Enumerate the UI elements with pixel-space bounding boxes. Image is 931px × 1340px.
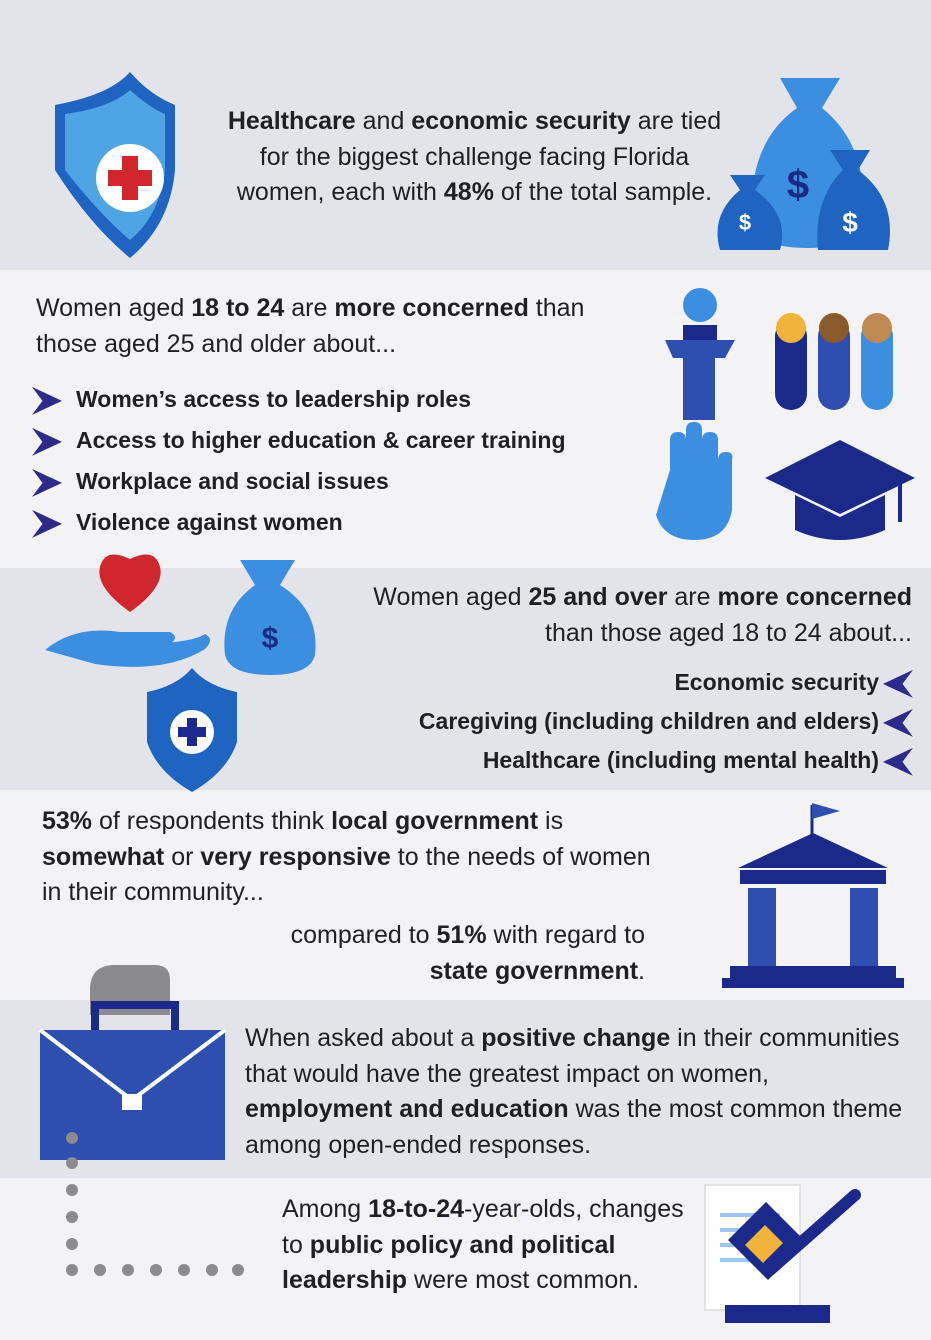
handle — [95, 1005, 175, 1030]
bold-text: 48% — [444, 178, 494, 206]
text: with regard to — [487, 921, 645, 949]
item-text: Caregiving (including children and elder… — [419, 708, 879, 734]
steps — [722, 978, 904, 988]
item-text: Workplace and social issues — [76, 468, 389, 494]
statement: Women aged 18 to 24 are more concerned t… — [36, 291, 616, 362]
text: or — [164, 843, 200, 871]
text: Women aged — [373, 583, 528, 611]
statement: When asked about a positive change in th… — [245, 1021, 915, 1163]
arrow-icon — [883, 670, 913, 698]
bold-text: employment and education — [245, 1095, 569, 1123]
text: of the total sample. — [494, 178, 712, 206]
text: and — [356, 107, 412, 135]
arrow-icon — [32, 387, 62, 415]
money-bag — [224, 560, 315, 675]
list-item: Economic security — [674, 667, 913, 698]
statement: 53% of respondents think local governmen… — [42, 804, 652, 911]
speaker — [683, 325, 717, 340]
infographic: {"sections": [ {"text": [{"text": "Healt… — [0, 0, 931, 1340]
arrow-icon — [883, 748, 913, 776]
podium — [665, 340, 735, 420]
dollar: $ — [262, 622, 279, 655]
bold-text: very responsive — [200, 843, 390, 871]
statement: Healthcare and economic security are tie… — [222, 104, 727, 211]
item-text: Healthcare (including mental health) — [483, 747, 879, 773]
list-item: Violence against women — [32, 507, 343, 538]
text: Women aged — [36, 294, 191, 322]
text: were most common. — [407, 1266, 639, 1294]
clasp — [122, 1094, 142, 1110]
arrow-icon — [32, 510, 62, 538]
dollar: $ — [739, 210, 751, 235]
item-text: Access to higher education & career trai… — [76, 427, 566, 453]
heart — [99, 555, 160, 613]
steps — [730, 966, 896, 978]
text: of respondents think — [92, 807, 331, 835]
arrow-icon — [883, 709, 913, 737]
arrow-icon — [32, 469, 62, 497]
face — [862, 313, 892, 343]
bold-text: economic security — [411, 107, 631, 135]
item-text: Violence against women — [76, 509, 343, 535]
list-item: Caregiving (including children and elder… — [419, 706, 913, 737]
statement: compared to 51% with regard to state gov… — [260, 918, 645, 989]
text: . — [638, 957, 645, 985]
list-item: Healthcare (including mental health) — [483, 745, 913, 776]
column — [850, 888, 878, 966]
list-item: Women’s access to leadership roles — [32, 384, 471, 415]
dollar: $ — [787, 163, 809, 207]
hand-icon — [656, 422, 732, 540]
text: When asked about a — [245, 1024, 481, 1052]
dollar: $ — [842, 207, 858, 238]
text: than those aged 18 to 24 about... — [545, 619, 912, 647]
statement: Among 18-to-24-year-olds, changes to pub… — [282, 1192, 692, 1299]
bold-text: somewhat — [42, 843, 164, 871]
item-text: Women’s access to leadership roles — [76, 386, 471, 412]
arrow-icon — [32, 428, 62, 456]
statement: Women aged 25 and over are more concerne… — [340, 580, 912, 651]
bold-text: 51% — [437, 921, 487, 949]
text: compared to — [291, 921, 437, 949]
bold-text: more concerned — [334, 294, 529, 322]
bold-text: state government — [430, 957, 638, 985]
roof-base — [740, 870, 886, 884]
column — [748, 888, 776, 966]
text: is — [538, 807, 563, 835]
grad-cap — [765, 440, 915, 514]
roof — [738, 833, 888, 868]
bold-text: 18-to-24 — [368, 1195, 464, 1223]
text: Among — [282, 1195, 368, 1223]
face — [819, 313, 849, 343]
flag — [812, 803, 840, 819]
bold-text: Healthcare — [228, 107, 356, 135]
speaker-head — [683, 288, 717, 322]
bold-text: 18 to 24 — [191, 294, 284, 322]
bold-text: more concerned — [717, 583, 912, 611]
bold-text: positive change — [481, 1024, 670, 1052]
text: are — [284, 294, 334, 322]
gavel-base — [725, 1305, 830, 1323]
text: are — [667, 583, 717, 611]
bold-text: 25 and over — [529, 583, 668, 611]
bold-text: 53% — [42, 807, 92, 835]
list-item: Access to higher education & career trai… — [32, 425, 566, 456]
open-hand — [45, 630, 210, 666]
bold-text: local government — [331, 807, 538, 835]
item-text: Economic security — [674, 669, 879, 695]
face — [776, 313, 806, 343]
list-item: Workplace and social issues — [32, 466, 389, 497]
